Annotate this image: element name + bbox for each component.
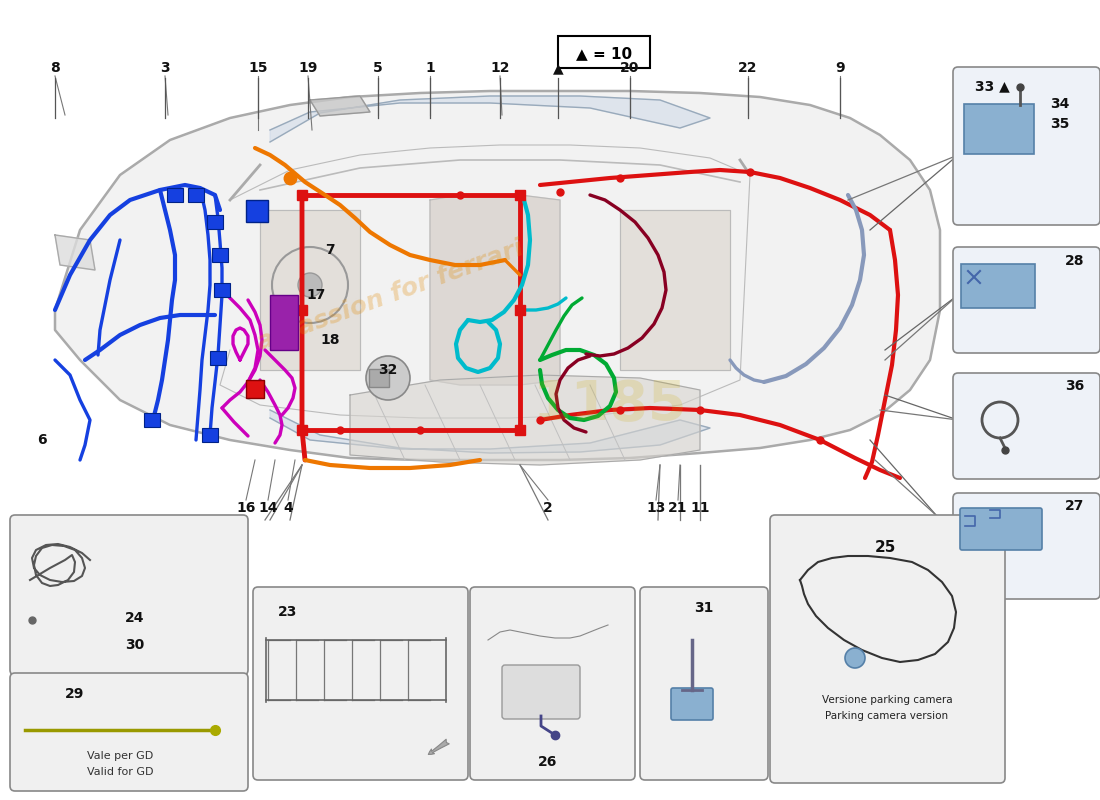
Text: 34: 34 — [1050, 97, 1069, 111]
FancyBboxPatch shape — [212, 248, 228, 262]
FancyBboxPatch shape — [214, 283, 230, 297]
Polygon shape — [55, 235, 95, 270]
FancyBboxPatch shape — [671, 688, 713, 720]
FancyBboxPatch shape — [502, 665, 580, 719]
Text: 29: 29 — [65, 687, 85, 701]
Text: 31: 31 — [694, 601, 714, 615]
Text: 14: 14 — [258, 501, 277, 515]
Circle shape — [845, 648, 865, 668]
FancyBboxPatch shape — [246, 200, 268, 222]
Text: Vale per GD: Vale per GD — [87, 751, 153, 761]
Text: 23: 23 — [278, 605, 297, 619]
Text: 15: 15 — [249, 61, 267, 75]
Text: 9: 9 — [835, 61, 845, 75]
Circle shape — [298, 273, 322, 297]
FancyBboxPatch shape — [558, 36, 650, 68]
Text: Parking camera version: Parking camera version — [825, 711, 948, 721]
Text: 3: 3 — [161, 61, 169, 75]
Text: 19: 19 — [298, 61, 318, 75]
Text: 1: 1 — [425, 61, 435, 75]
Text: ▲: ▲ — [552, 61, 563, 75]
Text: 2: 2 — [543, 501, 553, 515]
FancyBboxPatch shape — [144, 413, 159, 427]
Polygon shape — [55, 91, 940, 460]
Text: 20: 20 — [620, 61, 640, 75]
Text: 13: 13 — [647, 501, 666, 515]
FancyBboxPatch shape — [953, 373, 1100, 479]
FancyBboxPatch shape — [202, 428, 218, 442]
FancyBboxPatch shape — [953, 247, 1100, 353]
Text: 6: 6 — [37, 433, 47, 447]
Text: 4: 4 — [283, 501, 293, 515]
Text: 26: 26 — [538, 755, 558, 769]
FancyBboxPatch shape — [953, 493, 1100, 599]
Text: 5: 5 — [373, 61, 383, 75]
FancyBboxPatch shape — [10, 515, 248, 675]
FancyBboxPatch shape — [640, 587, 768, 780]
Text: 30: 30 — [125, 638, 144, 652]
Text: 12: 12 — [491, 61, 509, 75]
FancyBboxPatch shape — [953, 67, 1100, 225]
FancyBboxPatch shape — [246, 380, 264, 398]
FancyBboxPatch shape — [167, 188, 183, 202]
Text: 1185: 1185 — [532, 378, 688, 432]
FancyBboxPatch shape — [188, 188, 204, 202]
Text: 32: 32 — [378, 363, 398, 377]
Text: 27: 27 — [1065, 499, 1085, 513]
FancyBboxPatch shape — [368, 369, 389, 387]
Text: Valid for GD: Valid for GD — [87, 767, 153, 777]
FancyBboxPatch shape — [964, 104, 1034, 154]
Polygon shape — [430, 195, 560, 385]
Polygon shape — [270, 410, 710, 453]
Text: 24: 24 — [125, 611, 145, 625]
Text: ▲ = 10: ▲ = 10 — [576, 46, 632, 62]
FancyBboxPatch shape — [253, 587, 468, 780]
Polygon shape — [310, 96, 370, 116]
Text: 28: 28 — [1065, 254, 1085, 268]
Text: 36: 36 — [1066, 379, 1085, 393]
Text: 8: 8 — [51, 61, 59, 75]
Text: Versione parking camera: Versione parking camera — [822, 695, 953, 705]
Polygon shape — [350, 375, 700, 465]
Text: 7: 7 — [326, 243, 334, 257]
FancyBboxPatch shape — [470, 587, 635, 780]
Text: 35: 35 — [1050, 117, 1069, 131]
FancyBboxPatch shape — [270, 295, 298, 350]
Polygon shape — [270, 96, 710, 142]
FancyBboxPatch shape — [961, 264, 1035, 308]
Text: 22: 22 — [738, 61, 758, 75]
Text: 16: 16 — [236, 501, 255, 515]
Text: 25: 25 — [874, 541, 895, 555]
Text: 18: 18 — [320, 333, 340, 347]
FancyBboxPatch shape — [770, 515, 1005, 783]
Text: a passion for ferrari: a passion for ferrari — [253, 236, 527, 355]
Text: 21: 21 — [669, 501, 688, 515]
Text: 33 ▲: 33 ▲ — [975, 79, 1010, 93]
FancyBboxPatch shape — [210, 351, 225, 365]
Polygon shape — [620, 210, 730, 370]
Text: 17: 17 — [306, 288, 326, 302]
Circle shape — [366, 356, 410, 400]
FancyBboxPatch shape — [207, 215, 223, 229]
FancyBboxPatch shape — [10, 673, 248, 791]
FancyBboxPatch shape — [960, 508, 1042, 550]
Text: 11: 11 — [691, 501, 710, 515]
Polygon shape — [260, 210, 360, 370]
